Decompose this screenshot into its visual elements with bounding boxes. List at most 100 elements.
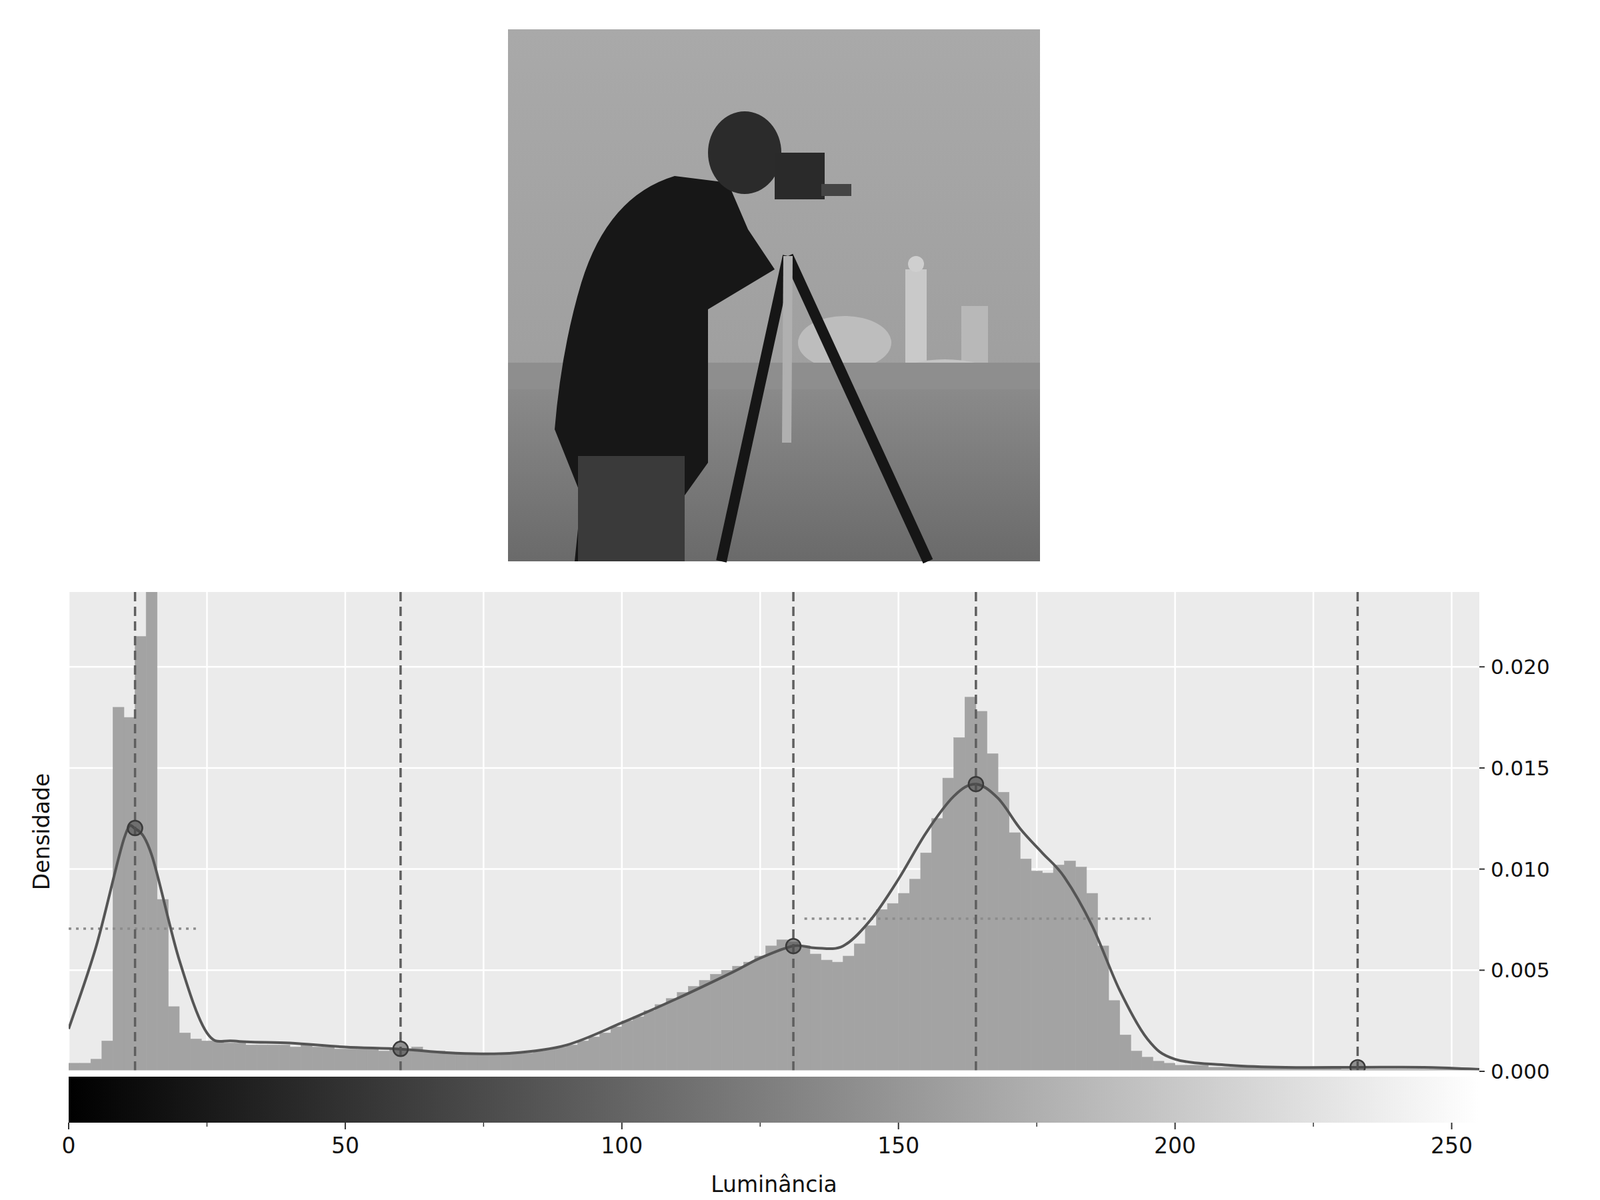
- bar: [666, 998, 678, 1072]
- bar: [766, 946, 778, 1072]
- y-tick-label: 0.005: [1490, 958, 1550, 982]
- bar: [278, 1045, 290, 1072]
- y-tick: [1479, 767, 1485, 769]
- camera-lens: [821, 184, 852, 196]
- x-axis-label: Luminância: [710, 1171, 838, 1198]
- trousers: [578, 456, 685, 562]
- x-tick: [898, 1122, 900, 1130]
- x-minor-tick: [760, 1122, 762, 1127]
- bar: [345, 1049, 357, 1072]
- bar: [832, 962, 844, 1072]
- bar: [931, 818, 943, 1072]
- tower-top: [908, 256, 924, 272]
- x-axis: 050100150200250: [62, 1122, 1474, 1159]
- grid-line-y: [68, 767, 1480, 770]
- bar: [798, 946, 810, 1072]
- bar: [434, 1051, 446, 1072]
- reference-line: [68, 927, 196, 930]
- bar: [743, 962, 755, 1072]
- bar: [1009, 832, 1021, 1072]
- bar: [80, 1063, 92, 1072]
- y-tick-label: 0.010: [1490, 857, 1550, 882]
- bar: [964, 697, 976, 1072]
- x-minor-tick: [483, 1122, 485, 1127]
- plot-background: [68, 592, 1480, 1072]
- peak-marker: [968, 776, 984, 792]
- grid-line-x: [621, 592, 624, 1072]
- grid-line-y: [68, 1070, 1480, 1073]
- bar: [588, 1036, 600, 1072]
- bar: [810, 954, 822, 1072]
- bar: [920, 852, 932, 1072]
- x-tick: [68, 1122, 70, 1130]
- x-tick-label: 0: [62, 1132, 76, 1159]
- bar: [312, 1047, 324, 1072]
- x-minor-tick: [1312, 1122, 1314, 1127]
- peak-marker: [1350, 1060, 1365, 1072]
- x-axis-line: [68, 1070, 1480, 1073]
- bar: [1108, 1000, 1120, 1072]
- bar: [754, 956, 766, 1072]
- grid-line-x-minor: [206, 592, 208, 1072]
- bar: [976, 711, 988, 1072]
- bar: [555, 1047, 567, 1072]
- kde-curve: [68, 784, 1480, 1070]
- bar: [865, 926, 877, 1072]
- bar: [776, 940, 788, 1072]
- chart-svg: 0.0000.0050.0100.0150.020Densidade050100…: [0, 0, 1600, 1200]
- bar: [600, 1032, 612, 1072]
- peak-marker: [128, 820, 143, 836]
- bar: [998, 792, 1010, 1072]
- bar: [135, 636, 147, 1072]
- bar: [522, 1053, 534, 1072]
- bar: [367, 1049, 379, 1072]
- grid-line-y: [68, 868, 1480, 870]
- bar: [942, 778, 954, 1072]
- peak-marker: [786, 938, 801, 954]
- x-tick-label: 250: [1430, 1132, 1473, 1159]
- bar: [566, 1045, 578, 1072]
- bar: [456, 1053, 468, 1072]
- bar: [102, 1040, 114, 1072]
- bar: [212, 1040, 224, 1072]
- y-tick: [1479, 969, 1485, 971]
- bar: [422, 1051, 434, 1072]
- tripod-leg: [788, 256, 928, 562]
- peak-line: [792, 592, 795, 1072]
- bar: [821, 960, 833, 1072]
- bar: [1130, 1051, 1142, 1072]
- tripod-leg: [786, 256, 788, 443]
- bar: [356, 1049, 368, 1072]
- dome: [798, 316, 892, 370]
- x-tick-label: 200: [1154, 1132, 1196, 1159]
- plot-area: [68, 592, 1480, 1072]
- bar: [732, 966, 744, 1072]
- bar: [887, 903, 899, 1072]
- photo: [508, 29, 1040, 562]
- bar: [644, 1010, 656, 1072]
- y-tick-label: 0.000: [1490, 1059, 1550, 1084]
- sky: [508, 29, 1040, 562]
- bar: [444, 1053, 456, 1072]
- grid-line-x-minor: [482, 592, 485, 1072]
- camera: [774, 152, 825, 200]
- peak-line: [1356, 592, 1360, 1072]
- bar: [378, 1051, 390, 1072]
- grid-line-x: [68, 592, 70, 1072]
- bar: [1164, 1063, 1176, 1072]
- bar: [90, 1059, 102, 1072]
- bar: [201, 1040, 213, 1072]
- grid-line-y: [68, 666, 1480, 668]
- bar: [622, 1020, 634, 1072]
- bar: [721, 970, 733, 1072]
- bar: [112, 707, 124, 1072]
- grid-line-x: [344, 592, 347, 1072]
- peak-marker: [393, 1041, 408, 1056]
- bar: [157, 899, 169, 1072]
- bar: [533, 1051, 545, 1072]
- bar: [301, 1045, 313, 1072]
- bar: [146, 592, 158, 1072]
- chart-root: 0.0000.0050.0100.0150.020Densidade050100…: [0, 0, 1600, 1200]
- bar: [466, 1053, 478, 1072]
- bar: [655, 1004, 667, 1072]
